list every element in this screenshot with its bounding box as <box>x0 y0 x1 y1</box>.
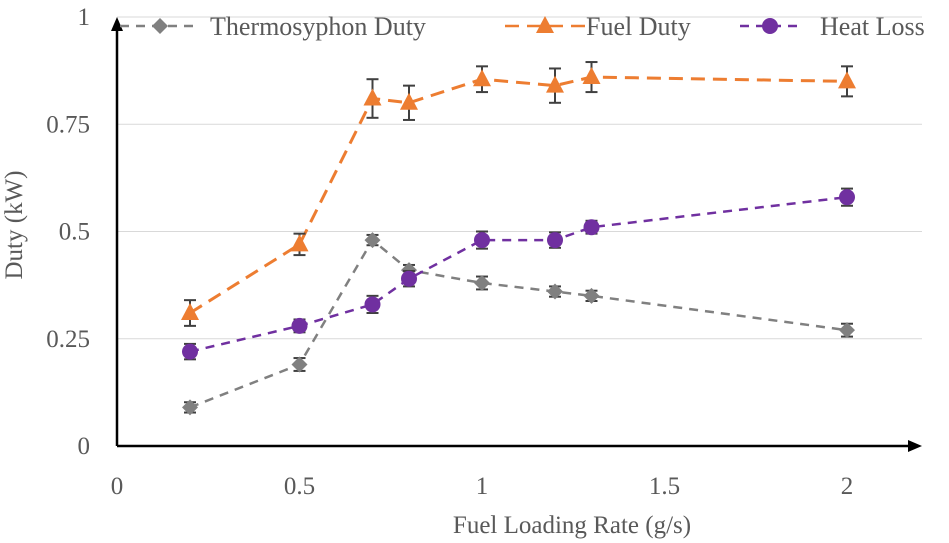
data-point <box>400 92 418 110</box>
series-thermosyphon-duty <box>182 232 855 416</box>
x-tick-label: 1 <box>476 473 489 500</box>
x-tick-label: 1.5 <box>649 473 680 500</box>
legend-label: Fuel Duty <box>586 12 691 41</box>
series-heat-loss <box>182 187 855 361</box>
legend-item: Fuel Duty <box>505 12 691 41</box>
data-point <box>364 296 381 313</box>
legend-label: Heat Loss <box>820 12 925 41</box>
data-point <box>838 71 856 89</box>
series-line <box>189 75 848 315</box>
legend-item: Thermosyphon Duty <box>120 12 426 41</box>
data-point <box>583 287 600 304</box>
legend-marker <box>536 16 554 33</box>
data-point <box>182 399 198 416</box>
y-tick-label: 0.5 <box>59 219 90 246</box>
legend: Thermosyphon Duty Fuel Duty Heat Loss <box>120 12 925 41</box>
data-point <box>583 219 600 236</box>
data-point <box>182 343 198 360</box>
data-point <box>364 232 381 249</box>
data-point <box>181 303 199 321</box>
data-point <box>546 75 564 93</box>
data-point <box>547 232 563 249</box>
x-tick-label: 0 <box>111 473 124 500</box>
data-point <box>474 274 490 291</box>
data-point <box>547 283 563 300</box>
legend-marker <box>762 18 778 34</box>
data-point <box>839 189 855 206</box>
x-tick-label: 0.5 <box>284 473 315 500</box>
y-tick-label: 0.25 <box>46 326 90 353</box>
gridlines <box>117 16 922 340</box>
data-point <box>582 67 601 85</box>
data-point <box>474 232 490 249</box>
legend-marker <box>152 18 168 34</box>
data-point <box>290 234 309 252</box>
data-point <box>401 270 417 287</box>
legend-item: Heat Loss <box>740 12 925 41</box>
series-group <box>181 61 856 416</box>
y-axis-arrow <box>111 17 123 31</box>
data-point <box>291 317 308 334</box>
y-tick-label: 1 <box>78 4 91 31</box>
data-point <box>291 356 308 373</box>
series-fuel-duty <box>181 61 856 327</box>
series-line <box>189 238 848 409</box>
y-tick-label: 0.75 <box>46 111 90 138</box>
series-line <box>189 195 848 353</box>
x-tick-label: 2 <box>841 473 854 500</box>
axes: 0 0.25 0.5 0.75 1 0 0.5 1 1.5 2 <box>46 4 922 500</box>
legend-label: Thermosyphon Duty <box>210 12 426 41</box>
x-axis-title: Fuel Loading Rate (g/s) <box>453 512 691 539</box>
data-point <box>839 322 855 339</box>
y-tick-label: 0 <box>78 433 91 460</box>
data-point <box>473 69 491 87</box>
data-point <box>363 88 382 106</box>
x-axis-arrow <box>908 440 922 452</box>
y-axis-title: Duty (kW) <box>1 171 28 280</box>
